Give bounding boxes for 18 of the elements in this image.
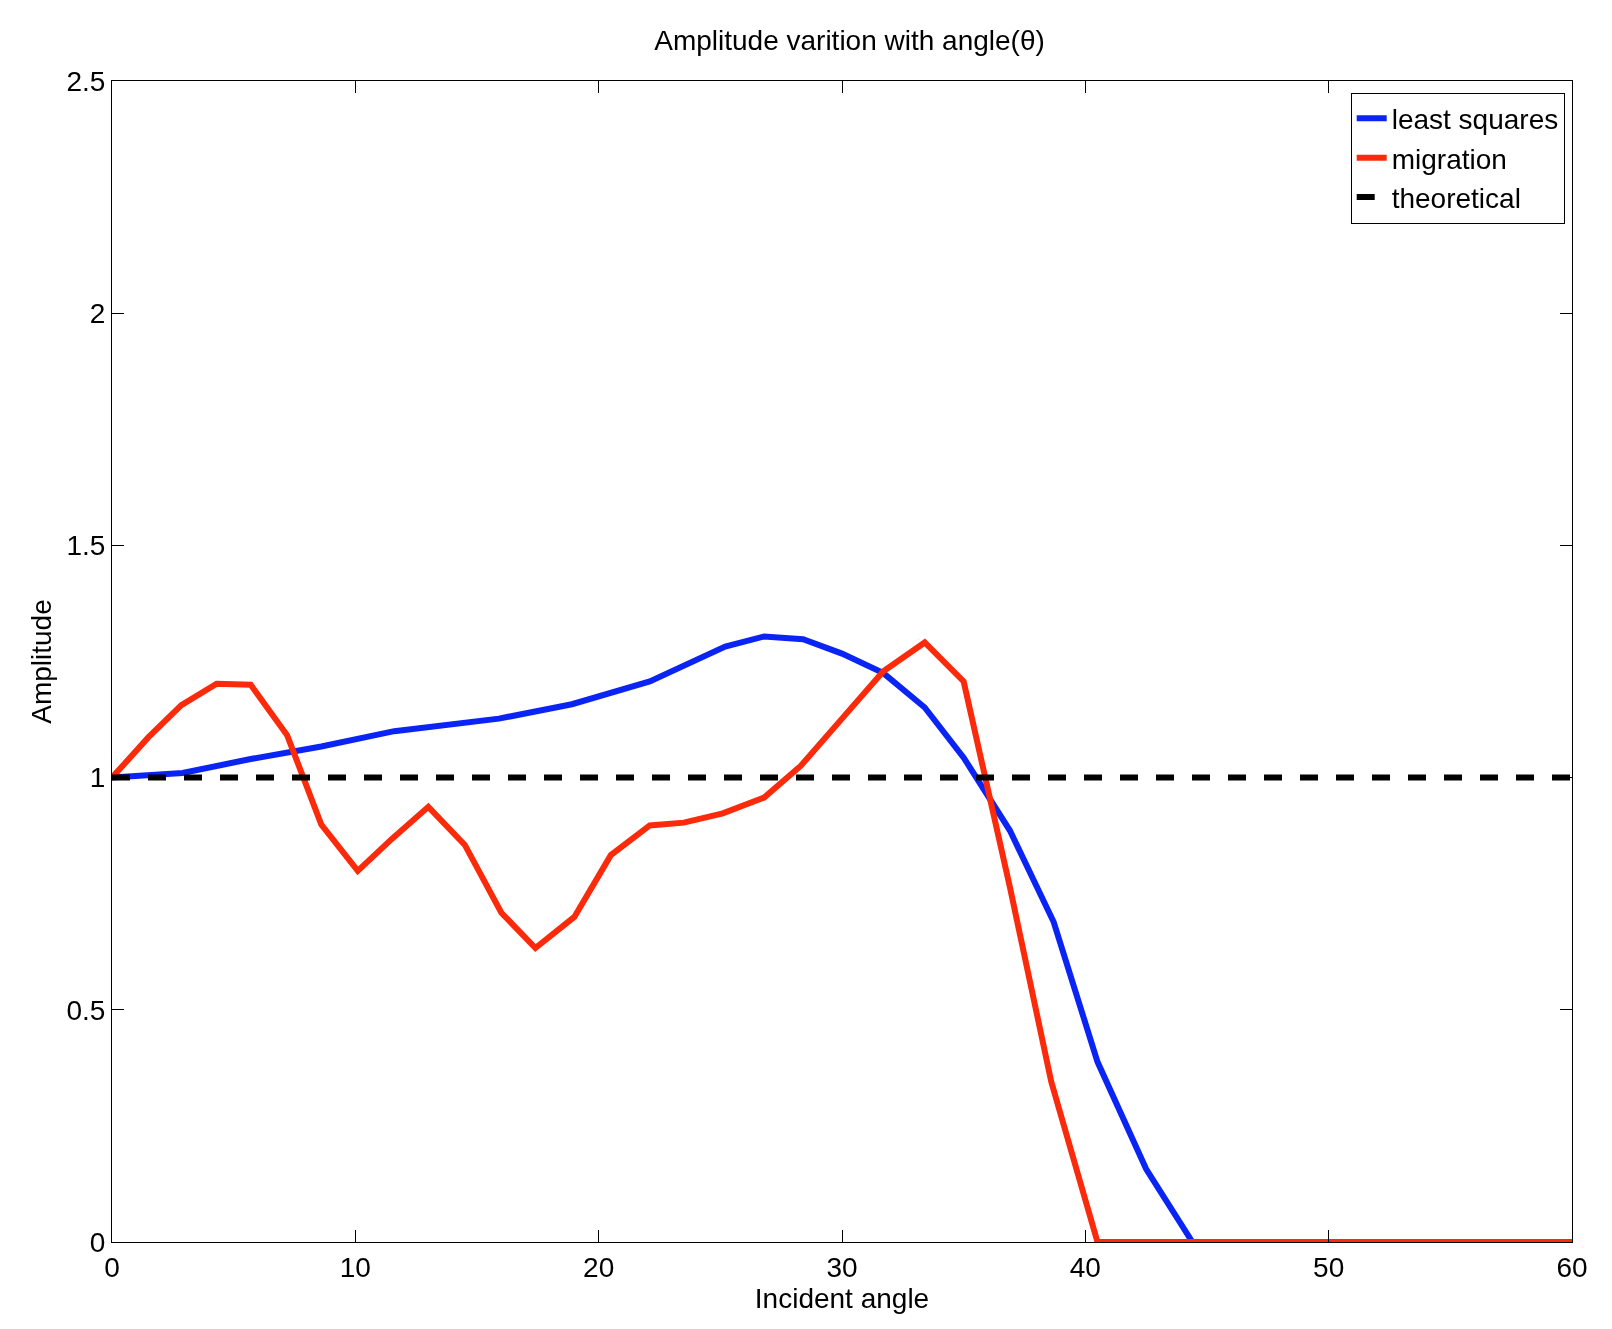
x-tick-label: 40 <box>1069 1251 1101 1283</box>
y-tick-label: 2 <box>89 298 106 329</box>
x-tick-label: 30 <box>826 1251 858 1283</box>
x-tick-label: 60 <box>1556 1251 1588 1283</box>
x-tick-label: 20 <box>583 1251 615 1283</box>
y-tick-label: 2.5 <box>66 65 106 97</box>
y-axis-title: Amplitude <box>26 599 58 724</box>
x-axis-title: Incident angle <box>754 1282 930 1314</box>
x-tick-label: 10 <box>339 1251 371 1283</box>
chart-title: Amplitude varition with angle(θ) <box>654 24 1045 56</box>
y-tick-label: 0 <box>89 1226 106 1258</box>
legend-label: least squares <box>1391 104 1559 136</box>
y-tick-label: 0.5 <box>66 994 106 1026</box>
y-tick-label: 1 <box>89 762 106 794</box>
legend-label: theoretical <box>1391 183 1521 215</box>
x-tick-label: 50 <box>1313 1251 1345 1283</box>
y-tick-label: 1.5 <box>66 530 106 562</box>
legend-label: migration <box>1391 143 1507 175</box>
